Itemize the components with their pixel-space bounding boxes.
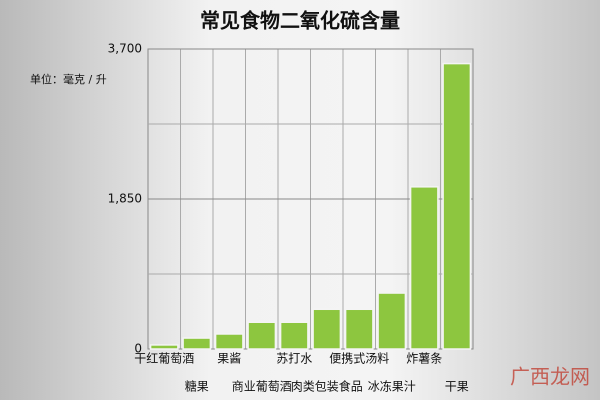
unit-label: 单位：毫克 / 升: [30, 72, 107, 86]
bar: [344, 308, 374, 350]
y-tick-label: 1,850: [108, 192, 142, 206]
bar: [149, 344, 179, 350]
x-tick-label: 干果: [445, 380, 469, 394]
x-tick-label: 干红葡萄酒: [134, 351, 194, 366]
y-tick-label: 0: [134, 342, 142, 356]
x-tick-label: 肉类包装食品: [291, 379, 363, 394]
watermark: 广西龙网: [510, 365, 590, 389]
x-tick-label: 果酱: [217, 351, 241, 366]
x-tick-label: 便携式汤料: [329, 351, 389, 366]
x-tick-label: 苏打水: [276, 352, 312, 366]
bar: [377, 292, 407, 350]
x-tick-label: 糖果: [185, 379, 209, 394]
bar: [442, 62, 472, 350]
bar: [409, 186, 439, 350]
x-tick-label: 商业葡萄酒: [232, 379, 292, 394]
bar: [279, 321, 309, 350]
bar: [214, 333, 244, 350]
bar: [312, 308, 342, 350]
x-tick-label: 炸薯条: [406, 352, 442, 366]
bar: [247, 321, 277, 350]
x-tick-label: 冰冻果汁: [368, 379, 416, 394]
bar: [182, 337, 212, 350]
y-tick-label: 3,700: [108, 42, 142, 56]
chart-title: 常见食物二氧化硫含量: [200, 9, 400, 33]
